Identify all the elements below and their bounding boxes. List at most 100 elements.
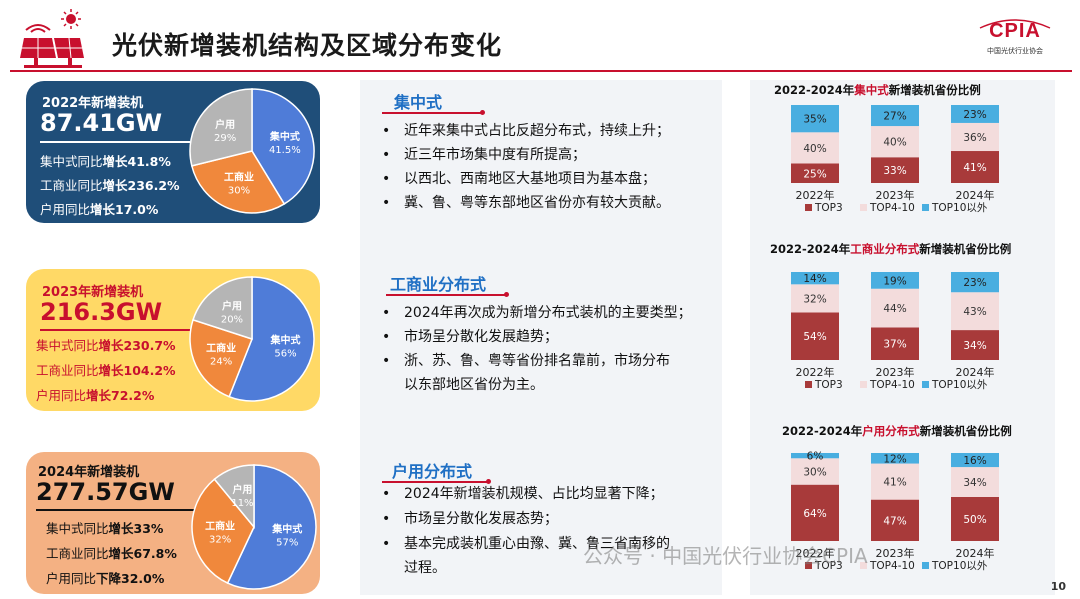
section-dot [480,110,485,115]
bar-value-label: 19% [883,275,906,287]
pie-slice-value: 11% [231,498,253,509]
bar-segment [791,105,839,133]
stacked-bar-chart-commercial: 54% 32% 14% 2022年 37% 44% 19% 2023年 34% 43% 23% 202… [791,272,999,391]
bar-value-label: 36% [963,132,986,144]
bullet-item: • 市场呈分散化发展态势； [382,511,558,527]
legend-swatch [805,204,812,211]
logo-text: CPIA [989,20,1041,42]
bar-segment [951,330,999,360]
bar-segment [951,272,999,293]
charts-panel: 2022-2024年集中式新增装机省份比例 25% 40% 35% 2022年 33% 4… [750,80,1055,595]
bar-segment [791,312,839,360]
bar-segment [791,484,839,541]
legend-label: TOP10以外 [931,379,988,391]
pie-slice [190,150,286,214]
bar-value-label: 25% [803,168,826,180]
pie-slice [192,276,253,341]
card-underline [40,329,190,331]
card-total: 87.41GW [40,109,163,137]
bullet-item: • 以西北、西南地区大基地项目为基本盘； [382,171,656,187]
bar-value-label: 37% [883,339,906,351]
bar-value-label: 43% [963,306,986,318]
bar-value-label: 23% [963,109,986,121]
section-underline [382,481,488,483]
bar-value-label: 14% [803,273,826,285]
card-underline [40,141,190,143]
bullet-item: • 近三年市场集中度有所提高； [382,147,586,163]
legend-label: TOP4-10 [869,560,915,572]
pie-slice-label: 户用 [221,299,242,312]
bullet-item: • 浙、苏、鲁、粤等省份排名靠前，市场分布 [382,353,670,369]
bar-segment [951,151,999,183]
pie-slice-label: 集中式 [269,333,300,346]
bar-value-label: 41% [963,162,986,174]
bar-segment [951,467,999,497]
card-year-label: 2024年新增装机 [38,465,140,480]
pie-slice-value: 32% [209,534,231,545]
card-total: 216.3GW [40,298,163,326]
pie-slice-label: 集中式 [269,130,300,143]
bullet-item: • 冀、鲁、粤等东部地区省份亦有较大贡献。 [382,195,670,211]
pie-slice-label: 户用 [231,483,252,496]
bullet-item: • 2024年再次成为新增分布式装机的主要类型； [382,305,692,321]
card-stat: 户用同比增长72.2% [36,388,155,403]
legend-swatch [805,562,812,569]
card-stat: 集中式同比增长33% [46,521,164,536]
bar-value-label: 50% [963,514,986,526]
legend-swatch [922,381,929,388]
card-stat: 工商业同比增长67.8% [46,546,177,561]
card-total: 277.57GW [36,478,175,506]
card-stat: 户用同比增长17.0% [40,202,159,217]
stacked-bar-chart-centralized: 25% 40% 35% 2022年 33% 40% 27% 2023年 41% 36% 23% 202… [791,105,999,214]
bar-segment [871,157,919,183]
bar-value-label: 16% [963,455,986,467]
text-panel: 集中式 • 近年来集中式占比反超分布式，持续上升； • 近三年市场集中度有所提高； … [360,80,722,595]
x-tick-label: 2022年 [796,546,835,560]
bar-value-label: 32% [803,293,826,305]
pie-slice [228,276,315,402]
logo-subtitle: 中国光伏行业协会 [987,47,1043,55]
x-tick-label: 2024年 [956,365,995,379]
section-heading-centralized: 集中式 [394,93,443,112]
bar-segment [951,122,999,152]
bar-value-label: 34% [963,340,986,352]
chart-title: 2022-2024年集中式新增装机省份比例 [774,83,981,97]
page-number: 10 [1050,580,1066,593]
bar-value-label: 35% [803,114,826,126]
bar-segment [871,327,919,360]
pie-slice-label: 集中式 [271,522,302,535]
pie-slice [189,88,253,167]
legend-swatch [860,204,867,211]
bar-segment [791,272,839,285]
legend-swatch [860,562,867,569]
bar-segment [951,292,999,331]
page-title: 光伏新增装机结构及区域分布变化 [112,31,503,60]
legend-swatch [860,381,867,388]
legend-label: TOP10以外 [931,202,988,214]
x-tick-label: 2024年 [956,188,995,202]
legend-label: TOP3 [814,202,843,214]
bar-value-label: 44% [883,303,906,315]
pie-slice-value: 24% [210,357,232,368]
pie-chart-2022: 集中式 41.5% 工商业 30% 户用 29% [189,88,315,214]
pie-slice [213,464,255,530]
bar-segment [871,272,919,289]
pie-slice-value: 56% [274,348,296,359]
watermark: 公众号 · 中国光伏行业协会CPIA [583,544,868,568]
bar-value-label: 30% [803,466,826,478]
legend-swatch [922,204,929,211]
pie-slice-value: 30% [228,186,250,197]
bar-value-label: 27% [883,111,906,123]
pie-slice-label: 工商业 [224,171,254,184]
bar-segment [791,284,839,313]
bar-value-label: 23% [963,277,986,289]
bar-segment [791,163,839,183]
bar-segment [871,463,919,500]
pie-slice-value: 41.5% [269,145,301,156]
bar-value-label: 40% [883,137,906,149]
legend-label: TOP10以外 [931,560,988,572]
bar-value-label: 34% [963,477,986,489]
bar-value-label: 41% [883,477,906,489]
pie-chart-2024: 集中式 57% 工商业 32% 户用 11% [191,464,317,590]
bullet-item: • 基本完成装机重心由豫、冀、鲁三省南移的 [382,536,670,552]
